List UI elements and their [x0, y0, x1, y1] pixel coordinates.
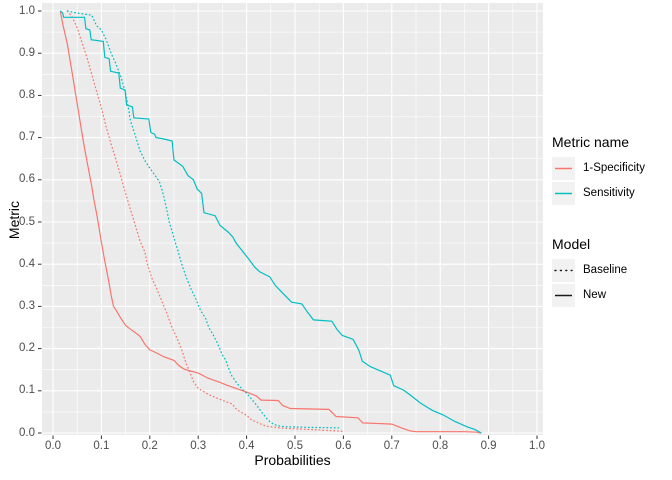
solid-line-swatch-icon: [555, 294, 572, 297]
legend-item-1-specificity: 1-Specificity: [552, 156, 670, 181]
y-tick-label: 0.7: [19, 131, 35, 144]
x-tick-label: 0.2: [141, 440, 158, 452]
y-tick-label: 0.8: [19, 88, 35, 101]
y-axis-title: Metric: [6, 200, 22, 240]
y-tick-label: 0.5: [19, 215, 35, 228]
legend-item-sensitivity: Sensitivity: [552, 181, 670, 206]
panel-background: [42, 3, 543, 435]
x-tick-label: 0.3: [190, 440, 207, 452]
legend-label-baseline: Baseline: [583, 263, 628, 276]
x-tick-label: 1.0: [529, 440, 545, 452]
series-1-specificity-new: [59, 10, 482, 434]
x-tick-label: 0.0: [45, 440, 61, 452]
line-swatch-icon: [555, 167, 572, 170]
x-tick-label: 0.7: [383, 440, 400, 452]
legend-title-model: Model: [552, 236, 591, 253]
y-tick-label: 0.4: [19, 257, 35, 270]
legend-key-baseline: [552, 259, 575, 283]
y-tick-label: 0.2: [19, 342, 35, 355]
x-tick-label: 0.6: [335, 440, 352, 452]
y-tick-label: 1.0: [19, 4, 35, 17]
legend-label-1-specificity: 1-Specificity: [583, 161, 645, 174]
x-tick-label: 0.5: [287, 440, 303, 452]
y-tick-label: 0.1: [19, 384, 35, 397]
x-tick-label: 0.8: [432, 440, 449, 452]
series-1-specificity-baseline: [66, 10, 345, 432]
legend-key-new: [552, 284, 575, 308]
legend-item-baseline: Baseline: [552, 258, 670, 283]
legend-group-metric-name: Metric name 1-Specificity Sensitivity: [552, 134, 670, 206]
legend-group-model: Model Baseline New: [552, 236, 670, 308]
x-tick-label: 0.1: [93, 440, 110, 452]
y-tick-label: 0.6: [19, 173, 35, 186]
x-tick-label: 0.9: [480, 440, 497, 452]
x-tick-label: 0.4: [238, 440, 255, 452]
legend-label-sensitivity: Sensitivity: [583, 186, 635, 199]
line-swatch-icon: [555, 192, 572, 195]
legend-key-1-specificity: [552, 157, 575, 181]
dotted-line-swatch-icon: [554, 269, 573, 272]
x-axis-title: Probabilities: [254, 452, 331, 468]
series-sensitivity-baseline: [66, 10, 340, 429]
y-tick-label: 0.9: [19, 46, 35, 59]
series-sensitivity-new: [59, 10, 482, 434]
legend-item-new: New: [552, 283, 670, 308]
y-tick-label: 0.3: [19, 299, 35, 312]
legend-key-sensitivity: [552, 182, 575, 206]
legend: Metric name 1-Specificity Sensitivity: [552, 134, 670, 308]
legend-title-metric-name: Metric name: [552, 134, 630, 150]
legend-label-new: New: [583, 288, 607, 301]
y-tick-label: 0.0: [19, 426, 35, 439]
